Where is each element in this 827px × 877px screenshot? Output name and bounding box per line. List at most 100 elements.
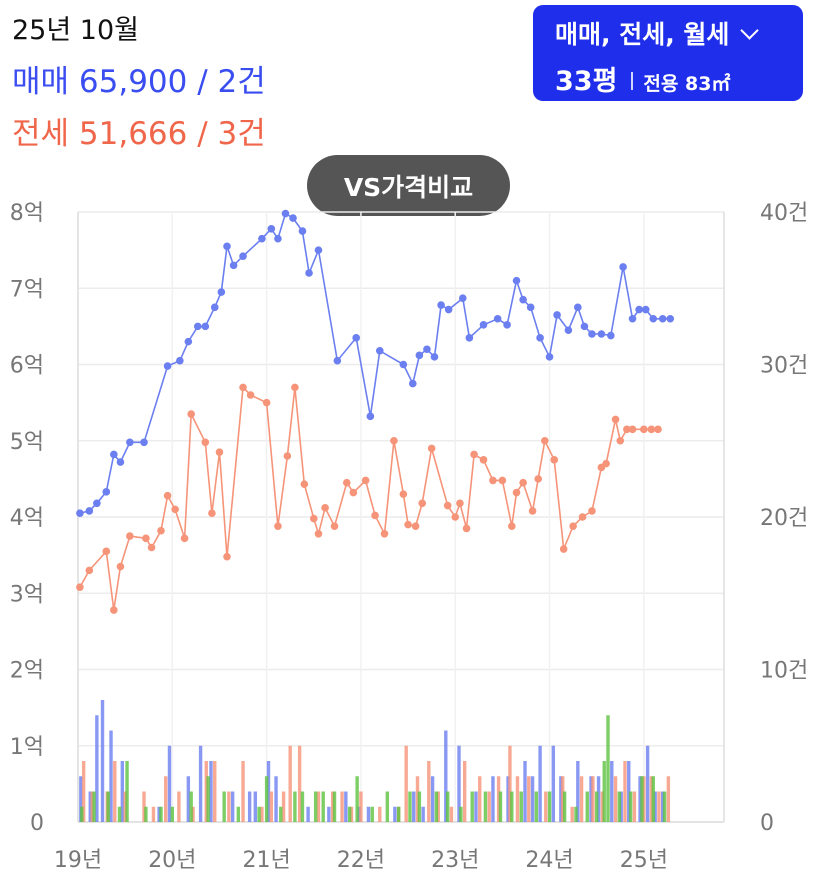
- volume-bar: [508, 745, 512, 822]
- price-point: [140, 438, 148, 447]
- volume-bar: [209, 761, 213, 822]
- price-point: [239, 383, 247, 392]
- price-point: [628, 314, 637, 323]
- y-right-tick-label: 30건: [760, 354, 808, 379]
- jeonse-summary: 전세 51,666 / 3건: [12, 116, 266, 152]
- volume-bar: [279, 806, 283, 822]
- volume-bar: [340, 791, 344, 822]
- volume-bar: [186, 776, 191, 822]
- volume-bar: [408, 791, 412, 822]
- volume-bar: [527, 776, 531, 822]
- price-point: [444, 305, 453, 314]
- price-point: [314, 529, 323, 538]
- volume-bar: [281, 791, 286, 822]
- y-left-tick-label: 4억: [10, 506, 44, 531]
- price-point: [411, 522, 420, 530]
- volume-bar: [142, 791, 146, 822]
- price-point: [640, 425, 648, 434]
- volume-bar: [574, 806, 578, 822]
- volume-bar: [79, 776, 83, 822]
- price-point: [493, 314, 502, 323]
- volume-bar: [330, 791, 335, 822]
- volume-bar: [349, 806, 354, 822]
- price-point: [564, 326, 573, 334]
- price-point: [274, 234, 282, 243]
- x-tick-label: 21년: [242, 848, 290, 873]
- volume-bar: [421, 806, 425, 822]
- volume-bar: [227, 791, 231, 822]
- price-point: [330, 522, 339, 530]
- price-point: [616, 436, 625, 445]
- volume-bar: [404, 745, 408, 822]
- volume-bar: [327, 806, 331, 822]
- volume-bar: [206, 776, 210, 822]
- volume-bar: [519, 791, 523, 822]
- x-tick-label: 23년: [431, 848, 479, 873]
- price-point: [430, 353, 439, 361]
- volume-bar: [113, 761, 117, 822]
- volume-bar: [123, 791, 127, 822]
- price-point: [193, 322, 202, 331]
- volume-bar: [483, 791, 488, 822]
- volume-bar: [462, 761, 467, 822]
- volume-bar: [260, 806, 264, 822]
- price-point: [171, 505, 179, 514]
- price-point: [116, 562, 125, 571]
- y-left-tick-label: 1억: [10, 735, 44, 760]
- volume-bar: [515, 776, 520, 822]
- price-point: [184, 337, 193, 346]
- volume-bar: [316, 791, 321, 822]
- price-point: [223, 552, 231, 561]
- volume-bar: [100, 700, 105, 822]
- volume-bar: [266, 761, 271, 822]
- volume-bar: [628, 791, 633, 822]
- price-point: [404, 520, 412, 529]
- vs-compare-button[interactable]: VS가격비교: [307, 155, 510, 216]
- area-label: 전용 83㎡: [643, 73, 731, 95]
- volume-bar: [662, 791, 667, 822]
- volume-bar: [530, 776, 535, 822]
- price-point: [352, 334, 361, 342]
- volume-bar: [510, 791, 514, 822]
- volume-bar: [610, 761, 614, 822]
- price-point: [559, 545, 568, 553]
- volume-bar: [613, 776, 618, 822]
- volume-bar: [606, 715, 610, 822]
- price-point: [390, 436, 398, 445]
- price-point: [470, 450, 478, 459]
- volume-bar: [459, 806, 463, 822]
- volume-bar: [657, 791, 661, 822]
- volume-bar: [204, 761, 208, 822]
- volume-bar: [506, 776, 510, 822]
- volume-bar: [357, 806, 361, 822]
- price-point: [519, 295, 527, 304]
- volume-bar: [544, 791, 548, 822]
- volume-bar: [576, 761, 580, 822]
- volume-bar: [585, 791, 589, 822]
- price-point: [479, 321, 488, 329]
- price-point: [479, 456, 488, 464]
- deal-type-filter-button[interactable]: 매매, 전세, 월세 33평 전용 83㎡: [533, 5, 803, 101]
- volume-bar: [487, 791, 491, 822]
- volume-bar: [288, 745, 292, 822]
- volume-bar: [222, 791, 226, 822]
- price-point: [298, 227, 307, 235]
- price-point: [578, 513, 587, 521]
- volume-bar: [355, 776, 359, 822]
- price-point: [201, 322, 210, 331]
- price-point: [262, 398, 271, 407]
- price-point: [163, 362, 172, 370]
- price-point: [274, 522, 282, 530]
- volume-bar: [619, 791, 623, 822]
- price-point: [76, 509, 84, 517]
- volume-bar: [538, 745, 542, 822]
- price-point: [628, 425, 637, 434]
- price-point: [210, 303, 219, 312]
- volume-bar: [523, 761, 527, 822]
- y-right-tick-label: 20건: [760, 506, 808, 531]
- price-point: [512, 276, 521, 285]
- volume-bar: [649, 776, 654, 822]
- volume-bar: [596, 776, 601, 822]
- volume-bar: [177, 791, 181, 822]
